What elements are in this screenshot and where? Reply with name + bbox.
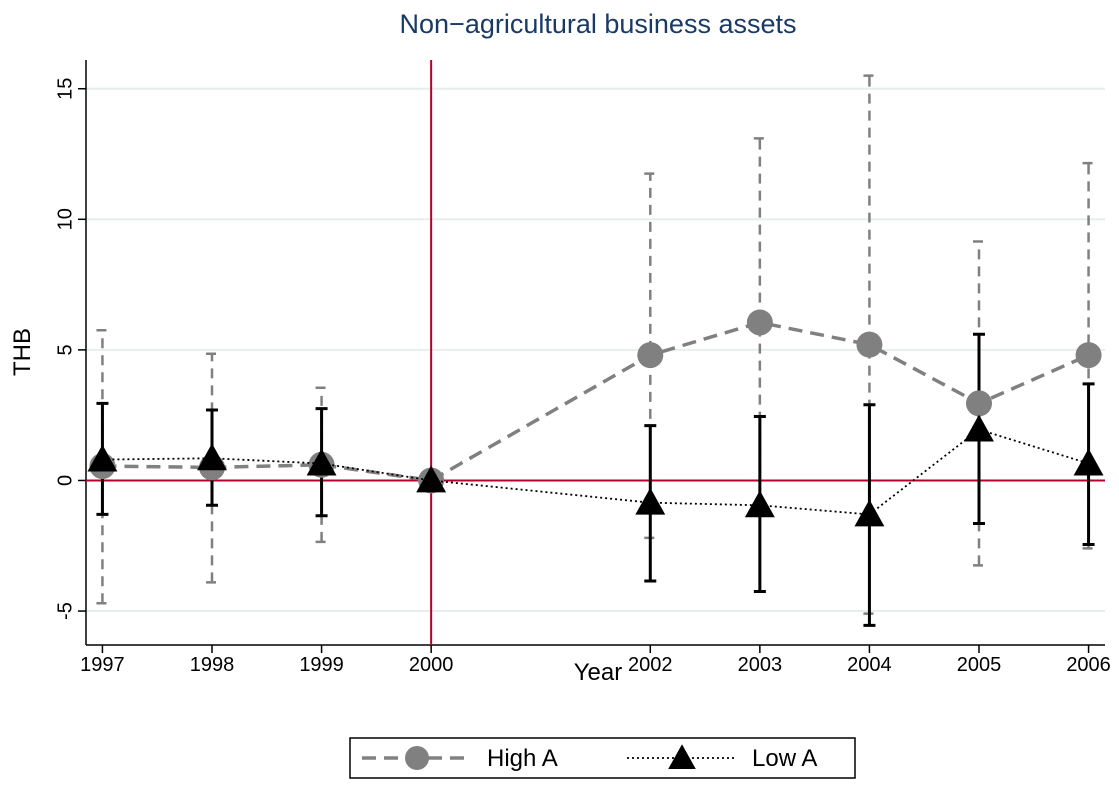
marker [197,443,227,471]
y-axis-label: THB [9,328,36,376]
error-bar [206,352,219,584]
marker [635,487,666,515]
marker [854,499,885,527]
marker [1075,342,1102,369]
x-tick-label: 2002 [628,654,673,676]
legend-label: High A [487,745,558,772]
marker [1073,448,1104,476]
marker [964,414,994,442]
y-tick-label: -5 [54,602,76,620]
marker [637,342,664,369]
legend-marker [405,746,429,770]
marker [416,465,447,493]
marker [746,309,773,336]
marker [744,490,775,518]
x-tick-label: 2005 [957,654,1002,676]
y-tick-label: 15 [54,78,76,100]
x-tick-label: 1998 [190,654,235,676]
x-tick-label: 1999 [299,654,344,676]
x-tick-label: 1997 [80,654,125,676]
y-tick-label: 5 [54,344,76,355]
legend-marker [668,744,696,770]
x-axis-label: Year [574,659,623,686]
marker [856,331,883,358]
x-tick-label: 2006 [1066,654,1111,676]
marker [87,444,118,472]
marker [965,390,992,417]
x-tick-label: 2004 [847,654,892,676]
x-tick-label: 2003 [738,654,783,676]
x-tick-label: 2000 [409,654,454,676]
marker [306,448,337,476]
legend-label: Low A [752,745,817,772]
chart-title: Non−agricultural business assets [400,9,797,39]
y-tick-label: 0 [54,475,76,486]
y-tick-label: 10 [54,208,76,230]
